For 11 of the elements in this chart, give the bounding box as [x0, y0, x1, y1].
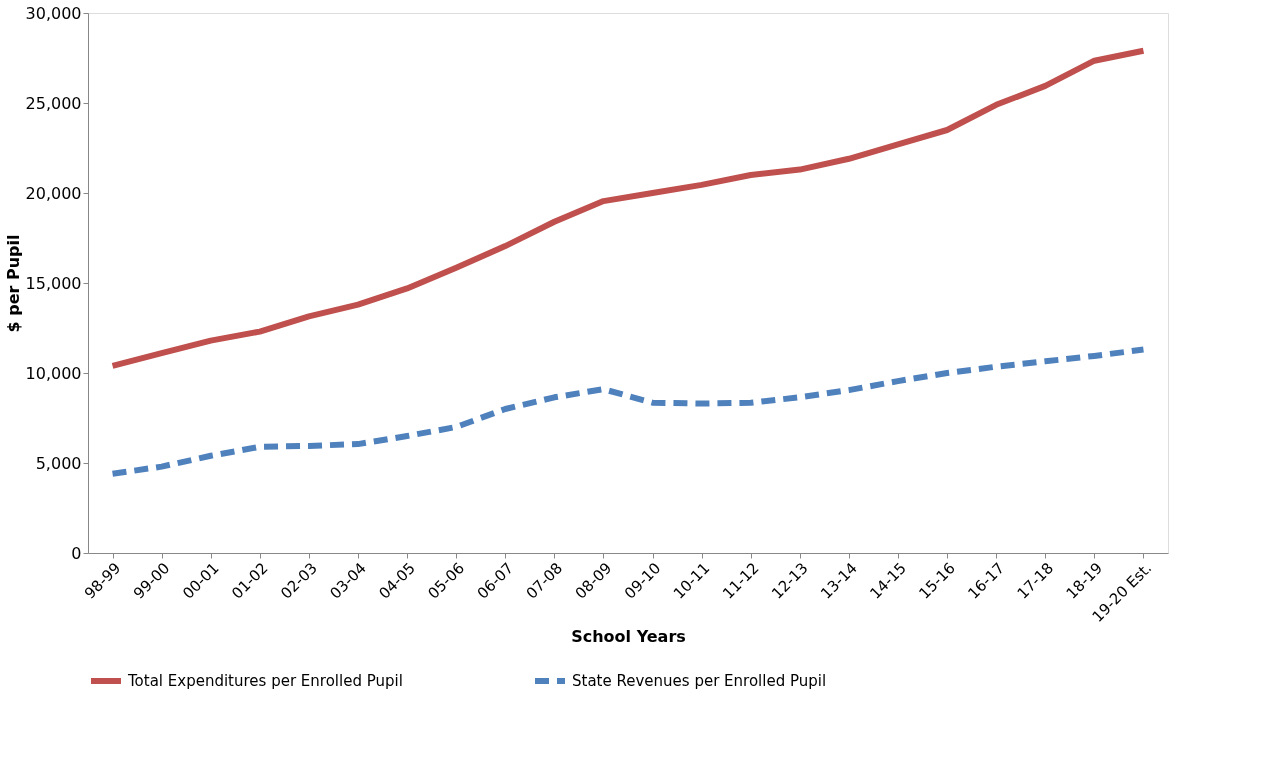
legend-label: State Revenues per Enrolled Pupil [572, 672, 827, 690]
x-axis-title: School Years [571, 627, 686, 647]
y-axis-title: $ per Pupil [3, 234, 23, 333]
y-tick-label: 25,000 [25, 93, 82, 113]
y-tick-label: 0 [71, 543, 82, 563]
y-tick-label: 10,000 [25, 363, 82, 383]
y-tick-label: 5,000 [35, 453, 82, 473]
y-tick-label: 30,000 [25, 3, 82, 23]
legend-label: Total Expenditures per Enrolled Pupil [127, 672, 403, 690]
y-tick-label: 20,000 [25, 183, 82, 203]
y-tick-label: 15,000 [25, 273, 82, 293]
